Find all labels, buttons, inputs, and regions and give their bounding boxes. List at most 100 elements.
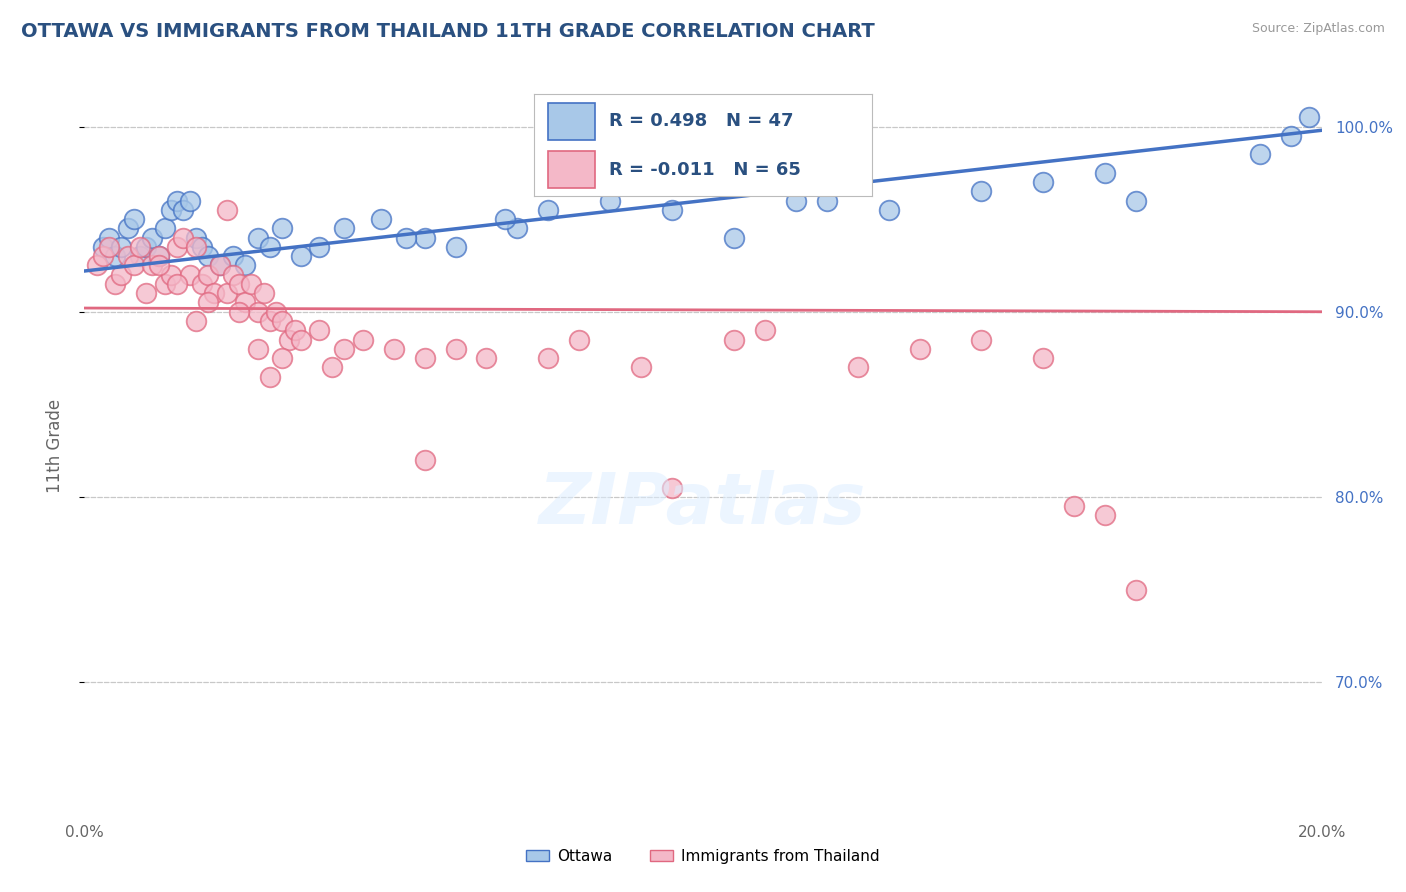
Point [352,333,374,347]
Point [197,249,219,263]
Point [91,249,114,263]
Point [413,453,436,467]
Point [1094,166,1116,180]
Point [568,333,591,347]
Point [1298,111,1320,125]
Point [129,240,152,254]
Point [537,202,560,217]
Point [253,286,276,301]
Point [1094,508,1116,523]
Point [908,342,931,356]
Point [785,194,807,208]
Point [166,194,188,208]
Point [1125,194,1147,208]
Point [148,249,170,263]
Point [494,212,516,227]
Point [166,277,188,291]
Point [321,360,343,375]
Point [222,268,245,282]
Point [246,342,269,356]
Point [153,221,176,235]
Point [970,333,993,347]
Text: OTTAWA VS IMMIGRANTS FROM THAILAND 11TH GRADE CORRELATION CHART: OTTAWA VS IMMIGRANTS FROM THAILAND 11TH … [21,22,875,41]
Point [215,286,238,301]
Point [815,194,838,208]
Point [259,240,281,254]
Point [117,249,139,263]
Point [191,277,214,291]
Point [271,351,294,365]
Point [148,259,170,273]
Point [197,295,219,310]
Point [117,221,139,235]
Point [444,342,467,356]
Point [191,240,214,254]
Point [1032,351,1054,365]
Point [333,221,356,235]
Point [122,212,145,227]
Point [754,323,776,337]
Point [1032,175,1054,189]
Point [599,194,621,208]
Point [444,240,467,254]
Point [184,314,207,328]
FancyBboxPatch shape [548,151,595,188]
Point [197,268,219,282]
Point [98,230,121,244]
Point [166,240,188,254]
Point [846,360,869,375]
Point [172,202,194,217]
Point [91,240,114,254]
Point [246,230,269,244]
Point [413,230,436,244]
Point [259,369,281,384]
Point [630,360,652,375]
Point [222,249,245,263]
Point [215,202,238,217]
Point [104,277,127,291]
Point [98,240,121,254]
Point [184,240,207,254]
Point [284,323,307,337]
FancyBboxPatch shape [548,103,595,140]
Point [202,286,225,301]
Point [382,342,405,356]
Point [661,202,683,217]
Point [233,259,256,273]
Point [1125,582,1147,597]
Point [290,249,312,263]
Point [277,333,299,347]
Point [172,230,194,244]
Point [537,351,560,365]
Point [86,259,108,273]
Point [308,240,330,254]
Point [184,230,207,244]
Point [135,240,157,254]
Point [110,268,132,282]
Point [308,323,330,337]
Text: Source: ZipAtlas.com: Source: ZipAtlas.com [1251,22,1385,36]
Point [1249,147,1271,161]
Point [141,230,163,244]
Text: R = 0.498   N = 47: R = 0.498 N = 47 [609,112,793,130]
Point [240,277,263,291]
Point [148,249,170,263]
Point [179,194,201,208]
Point [160,268,183,282]
Text: R = -0.011   N = 65: R = -0.011 N = 65 [609,161,800,178]
Point [110,240,132,254]
Point [290,333,312,347]
Point [723,230,745,244]
Point [723,333,745,347]
Point [129,249,152,263]
Point [333,342,356,356]
Point [259,314,281,328]
Point [228,277,250,291]
Point [395,230,418,244]
Point [413,351,436,365]
Point [475,351,498,365]
Point [271,314,294,328]
Point [877,202,900,217]
Point [246,304,269,318]
Point [135,286,157,301]
